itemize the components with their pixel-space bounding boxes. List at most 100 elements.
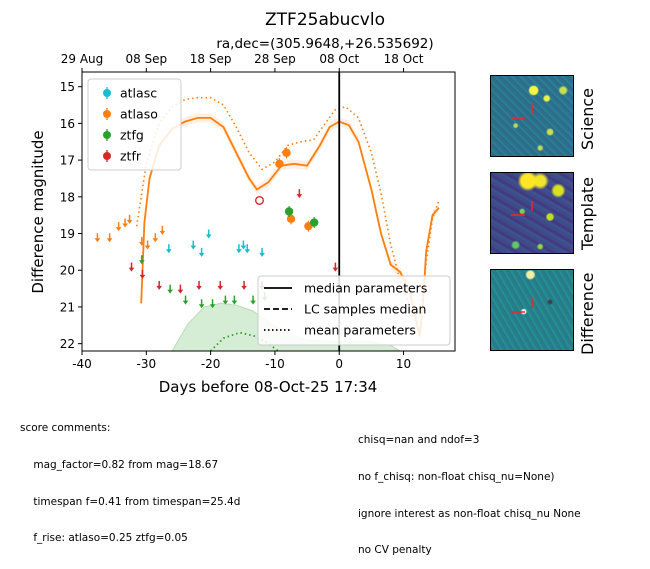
x-tick-label: -20 <box>201 357 221 371</box>
legend-line-label: mean parameters <box>304 323 416 338</box>
top-tick-label: 18 Sep <box>190 52 232 66</box>
ztfg-upper-limit-head <box>250 300 256 305</box>
legend-atlasc-label: atlasc <box>120 86 157 101</box>
figure-title: ZTF25abucvlo <box>265 10 385 30</box>
legend-lines-frame <box>257 275 451 346</box>
science-cutout <box>490 75 574 157</box>
x-tick-label: 0 <box>335 357 343 371</box>
atlaso-upper-limit <box>159 225 166 235</box>
ztfr-upper-limit-head <box>177 289 184 294</box>
ztfr-upper-limit <box>139 269 146 279</box>
atlaso-upper-limit-head <box>144 245 151 250</box>
y-tick-label: 21 <box>60 300 75 314</box>
top-axis: 29 Aug 08 Sep 18 Sep 28 Sep 08 Oct 18 Oct <box>61 52 424 72</box>
atlaso-upper-limit <box>115 222 122 232</box>
plot-frame <box>81 71 456 352</box>
y-tick-label: 20 <box>60 264 75 278</box>
legend-ztfg-marker <box>103 131 111 139</box>
ztfg-upper-limit-head <box>231 300 238 305</box>
atlasc-upper-limit-head <box>259 252 265 257</box>
y-tick-label: 18 <box>60 190 75 204</box>
ztfg-upper-limit-head <box>182 300 189 305</box>
atlaso-upper-limit <box>139 236 145 246</box>
x-tick-label: 10 <box>396 357 411 371</box>
figure-subtitle: ra,dec=(305.9648,+26.535692) <box>216 36 433 52</box>
atlasc-upper-limit-head <box>166 249 172 254</box>
comment-line: chisq=nan and ndof=3 <box>358 434 480 447</box>
score-comments-right: chisq=nan and ndof=3 no f_chisq: non-flo… <box>358 410 581 569</box>
top-tick-label: 28 Sep <box>254 52 296 66</box>
y-tick-label: 22 <box>60 337 75 351</box>
top-tick-label: 08 Oct <box>319 52 359 66</box>
top-tick-label: 08 Sep <box>125 52 167 66</box>
atlaso-upper-limit-head <box>94 238 101 243</box>
ztfr-upper-limit <box>217 280 224 290</box>
light-curve-figure: ZTF25abucvlo ra,dec=(305.9648,+26.535692… <box>29 10 456 396</box>
comment-line: timespan f=0.41 from timespan=25.4d <box>20 495 241 508</box>
atlasc-upper-limit-head <box>244 249 251 254</box>
comment-line: mag_factor=0.82 from mag=18.67 <box>20 459 219 472</box>
atlaso-upper-limit <box>144 240 151 250</box>
atlasc-upper-limit-head <box>205 234 212 239</box>
top-tick-label: 29 Aug <box>61 52 104 66</box>
ztfg-upper-limit <box>139 255 145 265</box>
legend-line-label: median parameters <box>304 281 427 296</box>
ztfg-upper-limit-head <box>198 304 205 309</box>
y-tick-label: 16 <box>60 117 75 131</box>
atlaso-upper-limit-head <box>126 219 133 224</box>
ztfr-upper-limit <box>156 280 162 290</box>
comment-line: f_rise: atlaso=0.25 ztfg=0.05 <box>20 532 188 545</box>
x-tick-label: -10 <box>265 357 285 371</box>
template-cutout-label: Template <box>578 176 597 250</box>
legend-ztfr-label: ztfr <box>120 149 142 164</box>
atlaso-upper-limit-head <box>115 227 122 232</box>
science-cutout-label: Science <box>578 87 597 150</box>
atlaso-detection <box>286 214 296 224</box>
ztfg-upper-limit <box>209 299 216 309</box>
ztfg-upper-limit <box>250 295 256 305</box>
comment-line: ignore interest as non-float chisq_nu No… <box>358 507 581 520</box>
ztfg-upper-limit <box>231 295 238 305</box>
ztfg-upper-limit-head <box>167 289 173 294</box>
ztfg-upper-limit <box>167 284 173 294</box>
ztfr-upper-limit-head <box>241 285 247 290</box>
x-axis: -40 -30 -20 -10 0 10 <box>72 351 411 371</box>
legend-series-frame <box>87 78 182 171</box>
atlaso-upper-limit-head <box>139 241 145 246</box>
y-tick-label: 15 <box>60 80 75 94</box>
atlasc-upper-limit <box>240 240 247 250</box>
y-tick-label: 17 <box>60 154 75 168</box>
legend-atlasc-marker <box>103 89 111 97</box>
atlaso-upper-limit <box>152 233 159 243</box>
ztfr-upper-limit-head <box>139 274 146 279</box>
y-axis-label: Difference magnitude <box>29 130 47 293</box>
legend-atlaso-marker <box>103 110 111 118</box>
atlaso-upper-limit <box>122 218 128 228</box>
atlaso-upper-limit-head <box>152 238 159 243</box>
ztfr-upper-limit-head <box>196 285 202 290</box>
atlaso-upper-limit <box>94 233 101 243</box>
atlasc-upper-limit-head <box>190 245 197 250</box>
comment-line: no CV penalty <box>358 544 432 557</box>
ztfr-upper-limit <box>177 284 184 294</box>
atlaso-mean-curve <box>135 96 440 328</box>
atlaso-upper-limit-head <box>106 238 113 243</box>
difference-cutout-label: Difference <box>578 272 597 355</box>
atlasc-upper-limit-head <box>240 245 247 250</box>
atlasc-upper-limit <box>236 244 242 254</box>
atlaso-upper-limit <box>126 214 133 224</box>
y-tick-label: 19 <box>60 227 75 241</box>
ztfr-upper-limit-head <box>296 194 303 199</box>
atlaso-detection <box>282 148 291 157</box>
legend-ztfg-label: ztfg <box>120 128 144 143</box>
atlasc-upper-limit-head <box>198 252 205 257</box>
difference-cutout <box>490 269 574 351</box>
ztfr-upper-limit <box>128 262 135 272</box>
data-marks <box>94 147 339 309</box>
ztfr-open-point <box>254 195 264 205</box>
atlasc-upper-limit <box>259 247 265 257</box>
ztfg-upper-limit <box>182 295 189 305</box>
ztfr-upper-limit-head <box>332 267 339 272</box>
legend-ztfr-marker <box>103 152 111 160</box>
ztfg-upper-limit-head <box>139 260 145 265</box>
